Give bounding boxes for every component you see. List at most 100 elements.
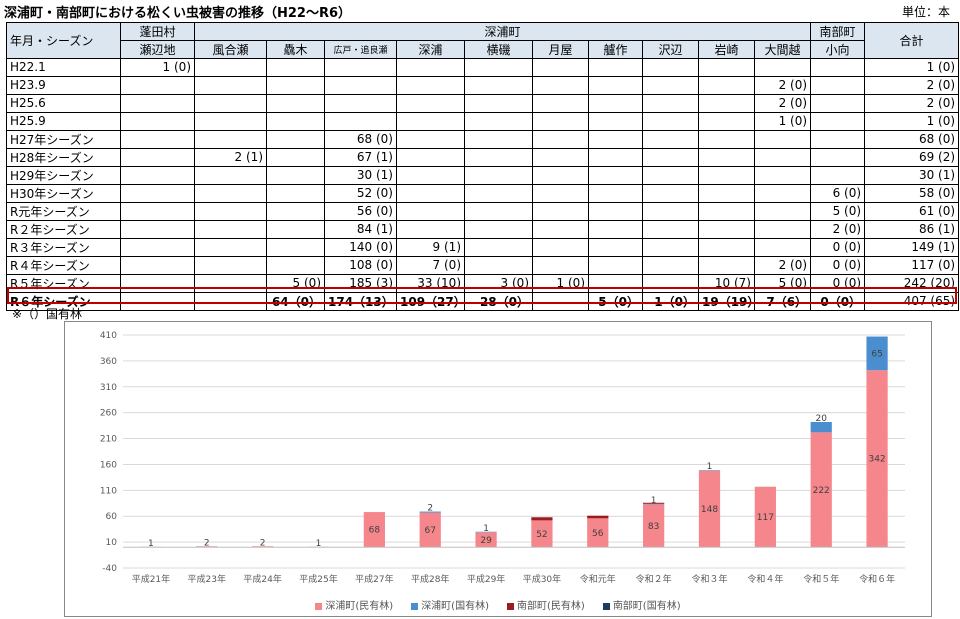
y-tick-label: 210 xyxy=(100,435,117,445)
table-cell xyxy=(532,147,589,167)
table-cell xyxy=(396,219,465,239)
table-cell xyxy=(194,201,267,221)
row-total: 117 (0) xyxy=(864,255,960,275)
row-label: H28年シーズン xyxy=(6,147,121,167)
row-total: 1 (0) xyxy=(864,58,960,77)
data-label: 2 xyxy=(260,538,266,548)
table-cell xyxy=(532,219,589,239)
table-cell: 2 (0) xyxy=(753,93,812,113)
x-tick-label: 令和５年 xyxy=(803,573,839,585)
table-cell xyxy=(588,255,643,275)
x-tick-label: 平成29年 xyxy=(467,573,505,585)
table-cell xyxy=(324,93,397,113)
header-sub-col: 瀬辺地 xyxy=(120,40,195,59)
data-label: 20 xyxy=(815,414,827,424)
table-cell xyxy=(396,147,465,167)
table-cell xyxy=(588,93,643,113)
data-label: 52 xyxy=(536,530,547,540)
table-cell xyxy=(532,58,589,77)
table-cell xyxy=(753,183,812,203)
row-label: R６年シーズン xyxy=(6,291,121,311)
table-cell: 56 (0) xyxy=(324,201,397,221)
table-cell: 0 (0) xyxy=(810,255,866,275)
table-cell xyxy=(698,147,755,167)
legend-swatch xyxy=(411,602,419,610)
table-cell xyxy=(194,111,267,131)
row-total: 242 (20) xyxy=(864,273,960,293)
table-cell xyxy=(532,237,589,257)
header-sub-col: 広戸・追良瀬 xyxy=(324,40,397,59)
data-label: 1 xyxy=(316,539,322,549)
data-label: 29 xyxy=(480,536,492,546)
table-cell xyxy=(642,93,699,113)
x-tick-label: 令和６年 xyxy=(859,573,895,585)
row-total: 69 (2) xyxy=(864,147,960,167)
bar-segment xyxy=(363,512,385,548)
table-cell: 1（0） xyxy=(642,291,699,311)
table-cell xyxy=(266,219,325,239)
table-cell: 2 (0) xyxy=(753,75,812,95)
table-cell: 0 (0) xyxy=(810,273,866,293)
table-cell xyxy=(588,201,643,221)
table-cell xyxy=(266,255,325,275)
row-total: 61 (0) xyxy=(864,201,960,221)
table-cell xyxy=(698,183,755,203)
bar-segment xyxy=(643,503,665,505)
x-tick-label: 平成25年 xyxy=(299,573,337,585)
row-total: 407 (65) xyxy=(864,291,960,311)
y-tick-label: -40 xyxy=(102,564,117,574)
table-cell xyxy=(642,129,699,149)
table-cell xyxy=(120,165,195,185)
table-cell xyxy=(120,255,195,275)
row-total: 2 (0) xyxy=(864,93,960,113)
table-cell: 52 (0) xyxy=(324,183,397,203)
legend-item: 深浦町(民有林) xyxy=(315,597,393,612)
bar-segment xyxy=(754,486,776,548)
table-cell xyxy=(194,255,267,275)
table-cell xyxy=(588,147,643,167)
table-cell xyxy=(194,93,267,113)
table-cell xyxy=(464,58,533,77)
table-cell xyxy=(194,273,267,293)
table-cell xyxy=(532,111,589,131)
chart-area: -40 10 60 110 160 210 260 310 360 410 1 平成21年 2 平成23年… xyxy=(64,321,932,617)
table-cell xyxy=(588,75,643,95)
header-hokota: 蓬田村 xyxy=(120,22,195,41)
y-tick-label: 360 xyxy=(100,357,117,367)
table-header: 年月・シーズン 蓬田村 深浦町 南部町 合計 瀬辺地 風合瀬 驫木 広戸・追良瀬 深浦横… xyxy=(6,22,960,59)
note-text: ※（）国有林 xyxy=(12,307,83,321)
x-tick-label: 平成28年 xyxy=(411,573,449,585)
bar-segment xyxy=(587,518,609,548)
chart-legend: 深浦町(民有林) 深浦町(国有林) 南部町(民有林) 南部町(国有林) xyxy=(65,597,931,612)
x-tick-label: 令和３年 xyxy=(691,573,727,585)
header-sub-col: 深浦 xyxy=(396,40,465,59)
table-row: R６年シーズン 64（0） 174（13） 109（27） 28（0） 5（0） 1（0） 1… xyxy=(6,291,960,311)
y-tick-label: 110 xyxy=(100,486,117,496)
table-cell xyxy=(266,183,325,203)
table-cell xyxy=(396,165,465,185)
table-cell: 174（13） xyxy=(324,291,397,311)
table-cell xyxy=(698,129,755,149)
table-cell xyxy=(266,165,325,185)
table-cell xyxy=(120,183,195,203)
table-cell xyxy=(698,75,755,95)
table-cell xyxy=(532,93,589,113)
table-cell xyxy=(194,165,267,185)
table-row: H28年シーズン 2 (1) 67 (1) 69 (2) xyxy=(6,147,960,167)
table-cell xyxy=(194,58,267,77)
table-cell xyxy=(698,237,755,257)
row-label: H30年シーズン xyxy=(6,183,121,203)
table-cell xyxy=(396,183,465,203)
table-cell: 109（27） xyxy=(396,291,465,311)
header-sub-col: 月屋 xyxy=(532,40,589,59)
table-cell xyxy=(532,183,589,203)
bar-segment xyxy=(252,546,274,548)
data-label: 148 xyxy=(701,505,718,515)
table-cell: 68 (0) xyxy=(324,129,397,149)
legend-item: 深浦町(国有林) xyxy=(411,597,489,612)
row-total: 1 (0) xyxy=(864,111,960,131)
table-cell xyxy=(642,183,699,203)
table-row: H27年シーズン 68 (0) 68 (0) xyxy=(6,129,960,149)
x-tick-label: 平成23年 xyxy=(188,573,226,585)
